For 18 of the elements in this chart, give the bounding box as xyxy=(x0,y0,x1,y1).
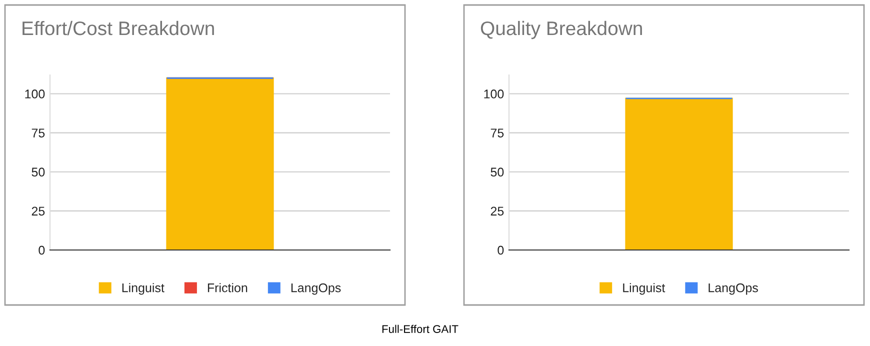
chart-title: Effort/Cost Breakdown xyxy=(22,20,214,36)
y-tick-label: 25 xyxy=(490,206,504,216)
legend-label: LangOps xyxy=(291,283,341,295)
chart-title: Quality Breakdown xyxy=(480,20,642,40)
legend-label: Linguist xyxy=(122,283,164,295)
y-tick-label: 25 xyxy=(32,206,45,216)
y-tick-label: 75 xyxy=(490,128,504,138)
y-tick-label: 50 xyxy=(490,168,504,177)
legend-label: Friction xyxy=(208,283,248,292)
y-tick-label: 50 xyxy=(32,168,45,177)
y-tick-label: 0 xyxy=(38,246,45,255)
y-tick-label: 100 xyxy=(25,90,45,98)
y-tick-label: 100 xyxy=(484,90,504,98)
text: Full-Effort GAIT xyxy=(382,324,458,333)
y-tick-label: 75 xyxy=(32,128,45,138)
legend-label: LangOps xyxy=(708,283,758,295)
y-tick-label: 0 xyxy=(498,246,504,255)
legend-label: Linguist xyxy=(623,283,666,295)
